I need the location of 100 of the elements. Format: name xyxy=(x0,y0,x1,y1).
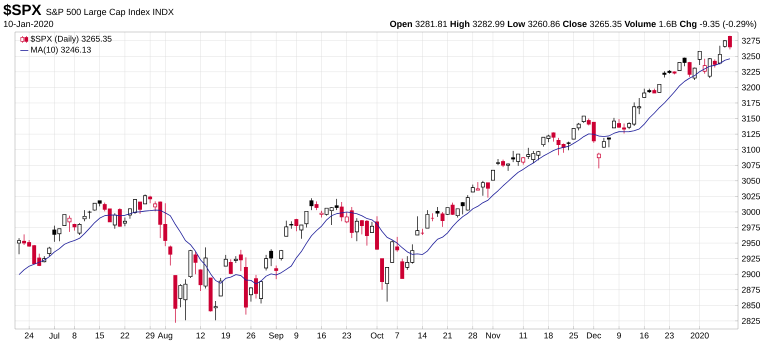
candlestick xyxy=(606,138,611,148)
x-tick-label: 7 xyxy=(395,332,400,338)
y-tick-label: 2850 xyxy=(742,302,760,308)
x-tick-label: Dec xyxy=(586,332,602,338)
candlestick xyxy=(506,163,510,172)
candlestick xyxy=(143,194,148,204)
candlestick xyxy=(688,62,692,78)
candlestick xyxy=(198,268,203,292)
x-tick-label: 11 xyxy=(519,332,528,338)
candlestick xyxy=(78,222,82,236)
x-tick-label: 15 xyxy=(96,332,104,338)
candlestick xyxy=(698,50,702,66)
candlestick xyxy=(194,251,198,275)
x-tick-label: 16 xyxy=(317,332,326,339)
y-tick-label: 3250 xyxy=(742,53,760,60)
candlestick xyxy=(168,245,172,266)
y-tick-label: 3200 xyxy=(742,84,760,90)
x-tick-label: 26 xyxy=(246,332,256,339)
x-tick-label: 14 xyxy=(418,332,427,338)
x-tick-label: 16 xyxy=(640,332,649,339)
x-tick-label: 23 xyxy=(665,332,674,339)
y-tick-label: 3050 xyxy=(742,178,760,184)
x-tick-label: 25 xyxy=(569,332,578,339)
y-tick-label: 3100 xyxy=(742,146,760,153)
candlestick xyxy=(238,250,243,272)
x-tick-label: Sep xyxy=(269,332,284,340)
candlestick xyxy=(122,217,127,227)
candlestick xyxy=(370,222,374,233)
candlestick xyxy=(602,138,606,148)
candlestick xyxy=(390,240,394,263)
candlestick xyxy=(436,206,440,218)
candlestick xyxy=(622,123,626,134)
candlestick xyxy=(118,208,122,228)
candlestick xyxy=(354,218,359,242)
candlestick xyxy=(440,212,445,228)
legend-label: $SPX (Daily) 3265.35 xyxy=(30,35,112,44)
candlestick xyxy=(596,152,601,169)
candlestick xyxy=(395,236,400,252)
y-tick-label: 2875 xyxy=(742,286,760,293)
x-tick-label: 24 xyxy=(24,332,34,338)
x-tick-label: 29 xyxy=(146,332,154,339)
candlestick xyxy=(425,210,430,228)
candlestick xyxy=(224,254,228,266)
x-tick-label: 19 xyxy=(222,332,230,339)
x-tick-label: 22 xyxy=(120,332,130,338)
candlestick xyxy=(284,220,288,237)
candlestick xyxy=(304,210,308,228)
y-tick-label: 3075 xyxy=(742,162,760,168)
y-tick-label: 3125 xyxy=(742,131,760,138)
candlestick xyxy=(572,128,576,140)
candlestick xyxy=(310,198,314,210)
candlestick xyxy=(269,248,274,266)
candlestick xyxy=(259,280,264,304)
candlestick xyxy=(249,286,253,302)
y-tick-label: 3275 xyxy=(742,38,760,44)
candlestick xyxy=(17,238,21,255)
x-tick-label: Jul xyxy=(49,332,60,339)
candlestick xyxy=(112,212,117,230)
candlestick xyxy=(552,132,556,142)
y-tick-label: 3000 xyxy=(742,208,760,215)
y-tick-label: 2975 xyxy=(742,224,760,230)
candlestick xyxy=(415,216,420,236)
x-tick-label: 23 xyxy=(342,332,352,339)
x-tick-label: 9 xyxy=(617,332,621,339)
candlestick xyxy=(491,170,495,181)
x-tick-label: 9 xyxy=(294,332,298,339)
candlestick xyxy=(82,210,87,222)
candlestick xyxy=(218,278,223,296)
candlestick xyxy=(47,246,52,256)
y-tick-label: 3025 xyxy=(742,193,760,200)
candlestick xyxy=(274,265,278,280)
x-tick-label: Aug xyxy=(158,332,172,340)
y-tick-label: 2900 xyxy=(742,271,760,278)
x-tick-label: 8 xyxy=(72,332,76,339)
candlestick xyxy=(728,35,732,50)
candlestick xyxy=(718,45,722,65)
candlestick xyxy=(294,218,298,232)
text: Open 3281.81 High 3282.99 Low 3260.86 Close 3265.35 Volume 1.6B Chg -9.35 (-0.29%) xyxy=(390,20,756,29)
y-tick-label: 3225 xyxy=(742,68,760,75)
chart-subtitle: S&P 500 Large Cap Index INDX xyxy=(46,8,174,17)
candlestick xyxy=(138,202,142,214)
x-tick-label: 28 xyxy=(468,332,478,339)
candlestick xyxy=(400,258,404,279)
candlestick xyxy=(380,258,384,290)
candlestick xyxy=(264,254,268,271)
y-tick-label: 2925 xyxy=(742,256,760,262)
candlestick xyxy=(299,224,304,240)
x-tick-label: 18 xyxy=(544,332,553,339)
candlestick xyxy=(228,258,233,275)
candlestick xyxy=(214,300,218,321)
x-tick-label: Oct xyxy=(370,332,384,339)
candlestick xyxy=(385,267,390,302)
text: 10-Jan-2020 xyxy=(4,20,54,28)
x-tick-label: 2020 xyxy=(690,332,709,339)
y-tick-label: 2825 xyxy=(742,318,760,324)
legend-label: MA(10) 3246.13 xyxy=(31,46,91,54)
y-tick-label: 3175 xyxy=(742,100,760,106)
chart-title: $SPX xyxy=(3,4,42,16)
y-tick-label: 2950 xyxy=(742,240,760,246)
candlestick xyxy=(612,118,616,128)
